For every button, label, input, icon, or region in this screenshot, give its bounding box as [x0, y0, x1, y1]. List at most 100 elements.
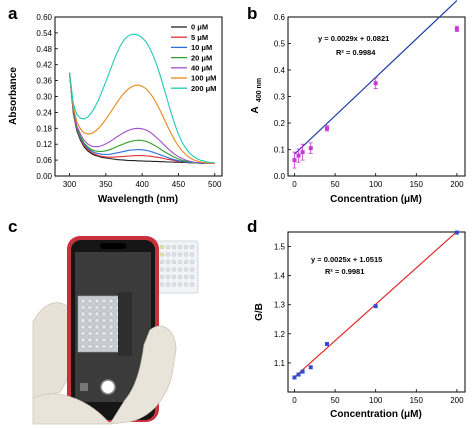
screen-plate-well — [94, 305, 100, 310]
chart-a-y-tick-label: 0.42 — [36, 61, 52, 70]
phone-notch — [100, 243, 126, 249]
chart-b-y-label-main: A — [250, 106, 261, 113]
chart-b-y-label-sub: 400 nm — [256, 78, 263, 102]
chart-a-legend-entry: 10 μM — [191, 43, 212, 52]
chart-d-x-tick-label: 100 — [369, 396, 383, 405]
screen-plate-well — [87, 318, 93, 323]
chart-d-y-tick-label: 1.1 — [274, 359, 286, 368]
screen-plate-well — [94, 298, 100, 304]
background-plate-well — [183, 267, 189, 272]
chart-d-data-point — [300, 369, 305, 374]
chart-a-y-ticks: 0.00 0.06 0.12 0.18 0.24 0.30 0.36 0.42 0.48 0.54… — [36, 13, 58, 181]
chart-b-points — [292, 25, 459, 169]
chart-d-y-tick-label: 1.4 — [274, 272, 286, 281]
smartphone — [67, 236, 159, 422]
chart-d-y-tick-label: 1.5 — [274, 243, 286, 252]
chart-b-x-tick-label: 50 — [331, 180, 340, 189]
chart-b-y-tick-label: 0.3 — [274, 93, 286, 102]
background-plate-well — [189, 259, 195, 265]
background-plate-well — [189, 252, 195, 257]
chart-a-x-tick-label: 300 — [63, 180, 77, 189]
chart-d-points — [292, 230, 459, 380]
screen-plate-well — [80, 311, 86, 317]
screen-plate-well — [80, 298, 86, 304]
chart-b-data-point — [296, 153, 301, 158]
screen-plate-well — [87, 331, 93, 336]
chart-b-regression-line — [294, 0, 458, 155]
screen-plate-well — [94, 324, 100, 330]
screen-plate-well — [108, 337, 114, 343]
screen-plate-well — [80, 305, 86, 310]
chart-b-data-point — [292, 158, 297, 163]
screen-plate-well — [101, 318, 107, 323]
background-plate-well — [183, 259, 189, 265]
background-plate-well — [159, 259, 165, 265]
chart-b-x-tick-label: 100 — [369, 180, 383, 189]
chart-b-x-tick-label: 150 — [410, 180, 424, 189]
background-plate-well — [159, 252, 165, 257]
background-plate-well — [171, 267, 177, 272]
panel-letter-c: c — [8, 217, 17, 236]
chart-b-fit-line — [294, 0, 458, 155]
chart-d-y-label: G/B — [254, 303, 265, 321]
chart-d-data-point — [373, 304, 378, 309]
screen-plate-well — [101, 337, 107, 343]
background-plate-well — [189, 267, 195, 272]
chart-a-series-line — [68, 72, 215, 165]
screen-plate-well — [108, 298, 114, 304]
screen-plate-well — [94, 331, 100, 336]
chart-d-x-tick-label: 50 — [331, 396, 340, 405]
chart-a-x-tick-label: 400 — [135, 180, 149, 189]
background-plate-well — [189, 274, 195, 280]
screen-plate-well — [108, 311, 114, 317]
chart-b-data-point — [454, 26, 459, 31]
background-plate-well — [159, 274, 165, 280]
chart-a-y-tick-label: 0.24 — [36, 108, 52, 117]
chart-b-x-ticks: 0 50 100 150 200 — [292, 173, 464, 189]
background-plate-well — [177, 274, 183, 280]
screen-plate-well — [108, 331, 114, 336]
chart-a-y-tick-label: 0.36 — [36, 77, 52, 86]
chart-a-y-tick-label: 0.18 — [36, 124, 52, 133]
chart-d-data-point — [292, 375, 297, 380]
chart-a-series-line — [68, 33, 215, 164]
screen-plate-well — [108, 344, 114, 349]
chart-a-legend-entry: 40 μM — [191, 64, 212, 73]
chart-d-r2: R² = 0.9981 — [325, 267, 364, 276]
background-plate-well — [165, 252, 171, 257]
panel-letter-b: b — [247, 4, 257, 23]
chart-d-data-point — [296, 372, 301, 377]
chart-a-y-tick-label: 0.00 — [36, 172, 52, 181]
chart-a-y-tick-label: 0.48 — [36, 45, 52, 54]
background-plate-well — [183, 274, 189, 280]
background-plate-well — [159, 282, 165, 287]
screen-plate-well — [80, 318, 86, 323]
chart-b-x-tick-label: 0 — [292, 180, 297, 189]
chart-a-legend-entry: 0 μM — [191, 23, 208, 32]
chart-a-y-tick-label: 0.54 — [36, 29, 52, 38]
smartphone-photo — [32, 225, 228, 425]
chart-a-x-tick-label: 450 — [172, 180, 186, 189]
screen-plate-well — [101, 305, 107, 310]
chart-b-y-tick-label: 0.6 — [274, 13, 286, 22]
screen-plate-well — [94, 337, 100, 343]
chart-b-x-tick-label: 200 — [450, 180, 464, 189]
screen-plate-well — [94, 344, 100, 349]
calibration-chart-gb: 1.1 1.2 1.3 1.4 1.5 0 50 100 150 200 y = 0.0025x… — [254, 230, 466, 420]
background-plate-well — [183, 244, 189, 250]
background-plate-well — [165, 274, 171, 280]
screen-plate-well — [101, 331, 107, 336]
camera-shutter-icon[interactable] — [100, 379, 116, 395]
screen-plate-well — [101, 298, 107, 304]
background-plate-well — [171, 252, 177, 257]
chart-a-series-line — [68, 72, 215, 165]
chart-b-y-tick-label: 0.4 — [274, 66, 286, 75]
chart-d-data-point — [324, 342, 329, 346]
chart-a-legend-entry: 100 μM — [191, 74, 216, 83]
chart-b-y-label: A 400 nm — [250, 78, 263, 114]
left-palm-glove — [32, 393, 111, 425]
chart-d-x-label: Concentration (μM) — [330, 409, 422, 420]
chart-d-x-tick-label: 150 — [410, 396, 424, 405]
gallery-thumbnail-icon[interactable] — [80, 383, 88, 391]
